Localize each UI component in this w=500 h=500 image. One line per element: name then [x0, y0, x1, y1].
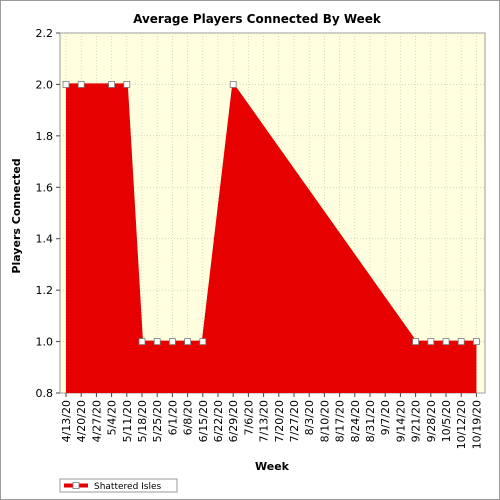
- x-tick-label: 7/13/20: [258, 400, 271, 442]
- series-markers: [62, 81, 480, 345]
- data-point-marker: [442, 338, 450, 345]
- legend-marker-icon: [72, 482, 80, 489]
- x-axis-label: Week: [255, 460, 290, 473]
- x-tick-label: 4/27/20: [90, 400, 103, 442]
- legend: Shattered Isles: [59, 478, 178, 493]
- data-point-marker: [77, 81, 85, 88]
- data-point-marker: [199, 338, 207, 345]
- data-point-marker: [168, 338, 176, 345]
- x-tick-label: 6/22/20: [212, 400, 225, 442]
- data-point-marker: [138, 338, 146, 345]
- x-tick-label: 5/11/20: [121, 400, 134, 442]
- x-tick-label: 7/20/20: [273, 400, 286, 442]
- y-tick-label: 1.4: [36, 233, 54, 246]
- y-axis-ticks: 0.8 1.0 1.2 1.4 1.6 1.8 2.0 2.2: [36, 27, 60, 400]
- x-tick-label: 5/25/20: [151, 400, 164, 442]
- x-tick-label: 6/8/20: [182, 400, 195, 435]
- x-tick-label: 8/24/20: [349, 400, 362, 442]
- x-tick-label: 5/18/20: [136, 400, 149, 442]
- x-tick-label: 4/20/20: [75, 400, 88, 442]
- legend-label: Shattered Isles: [94, 482, 162, 492]
- data-point-marker: [457, 338, 465, 345]
- data-point-marker: [108, 81, 115, 88]
- data-point-marker: [153, 338, 161, 345]
- x-tick-label: 9/21/20: [410, 400, 423, 442]
- chart-title: Average Players Connected By Week: [133, 12, 382, 26]
- data-point-marker: [412, 338, 420, 345]
- y-tick-label: 1.8: [36, 130, 54, 143]
- series-area: [66, 84, 477, 393]
- data-point-marker: [472, 338, 480, 345]
- legend-box: [59, 478, 178, 493]
- x-tick-label: 6/29/20: [227, 400, 240, 442]
- x-tick-label: 7/27/20: [288, 400, 301, 442]
- x-tick-label: 9/28/20: [425, 400, 438, 442]
- x-tick-label: 8/31/20: [364, 400, 377, 442]
- x-tick-label: 8/10/20: [318, 400, 331, 442]
- x-tick-label: 9/14/20: [394, 400, 407, 442]
- data-point-marker: [229, 81, 237, 88]
- data-point-marker: [62, 81, 70, 88]
- x-tick-label: 7/6/20: [242, 400, 255, 435]
- x-tick-label: 10/19/20: [470, 400, 483, 449]
- data-point-marker: [123, 81, 131, 88]
- x-tick-label: 4/13/20: [60, 400, 73, 442]
- y-tick-label: 1.6: [36, 181, 54, 194]
- x-axis-ticks: 4/13/20 4/20/20 4/27/20 5/4/20 5/11/20 5/18/2…: [60, 393, 483, 449]
- data-point-marker: [427, 338, 435, 345]
- y-tick-label: 1.2: [36, 284, 54, 297]
- x-tick-label: 8/3/20: [303, 400, 316, 435]
- y-axis-label: Players Connected: [10, 158, 23, 273]
- x-tick-label: 10/12/20: [455, 400, 468, 449]
- y-tick-label: 2.2: [36, 27, 54, 40]
- x-tick-label: 5/4/20: [106, 400, 119, 435]
- x-tick-label: 9/7/20: [379, 400, 392, 435]
- x-tick-label: 6/1/20: [166, 400, 179, 435]
- y-tick-label: 2.0: [36, 78, 54, 91]
- y-tick-label: 0.8: [36, 387, 54, 400]
- x-tick-label: 8/17/20: [334, 400, 347, 442]
- data-point-marker: [184, 338, 192, 345]
- x-tick-label: 10/5/20: [440, 400, 453, 442]
- y-tick-label: 1.0: [36, 336, 54, 349]
- x-tick-label: 6/15/20: [197, 400, 210, 442]
